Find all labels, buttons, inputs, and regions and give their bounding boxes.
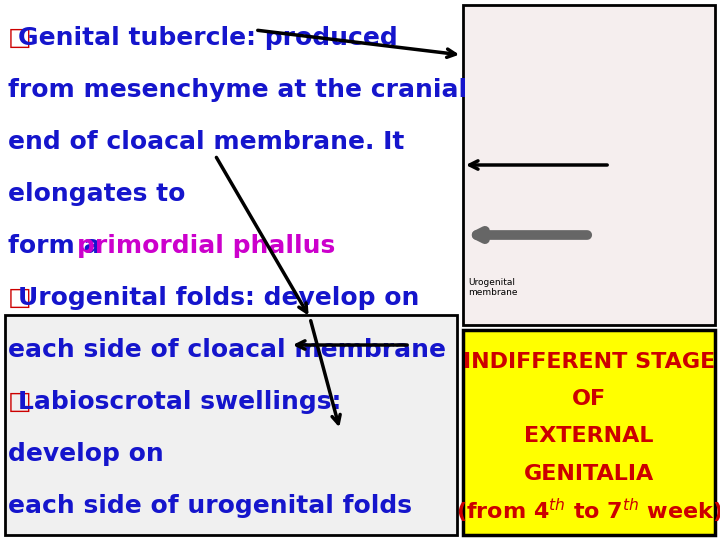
Text: develop on: develop on xyxy=(8,442,163,466)
Text: Urogenital folds: develop on: Urogenital folds: develop on xyxy=(18,286,419,310)
Text: □: □ xyxy=(8,390,32,414)
FancyBboxPatch shape xyxy=(5,315,457,535)
FancyBboxPatch shape xyxy=(463,5,715,325)
Text: each side of cloacal membrane: each side of cloacal membrane xyxy=(8,338,446,362)
Text: from mesenchyme at the cranial: from mesenchyme at the cranial xyxy=(8,78,467,102)
Text: GENITALIA: GENITALIA xyxy=(524,463,654,483)
Text: form a: form a xyxy=(8,234,109,258)
Text: (from 4$^{th}$ to 7$^{th}$ week): (from 4$^{th}$ to 7$^{th}$ week) xyxy=(456,497,720,525)
Text: elongates to: elongates to xyxy=(8,182,185,206)
Text: □: □ xyxy=(8,26,32,50)
Text: □: □ xyxy=(8,286,32,310)
Text: Genital tubercle: produced: Genital tubercle: produced xyxy=(18,26,397,50)
Text: Labioscrotal swellings:: Labioscrotal swellings: xyxy=(18,390,341,414)
Text: each side of urogenital folds: each side of urogenital folds xyxy=(8,494,412,518)
Text: Urogenital
membrane: Urogenital membrane xyxy=(468,278,518,298)
Text: end of cloacal membrane. It: end of cloacal membrane. It xyxy=(8,130,405,154)
Text: EXTERNAL: EXTERNAL xyxy=(524,426,654,446)
Text: OF: OF xyxy=(572,389,606,409)
FancyBboxPatch shape xyxy=(463,330,715,535)
Text: primordial phallus: primordial phallus xyxy=(76,234,335,258)
Text: INDIFFERENT STAGE: INDIFFERENT STAGE xyxy=(463,352,715,372)
